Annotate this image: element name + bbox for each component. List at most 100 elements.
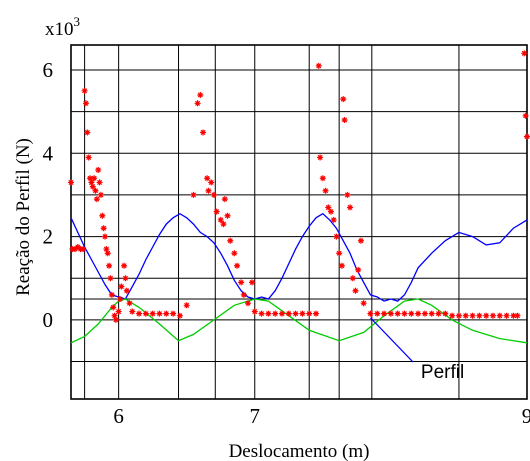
reaction-point — [336, 250, 343, 257]
reaction-point — [340, 96, 347, 103]
reaction-point — [110, 304, 117, 311]
series-perfil-line — [70, 212, 528, 302]
reaction-point — [292, 310, 299, 317]
reaction-point — [122, 275, 129, 282]
reaction-point — [338, 262, 345, 269]
reaction-point — [503, 312, 510, 319]
reaction-point — [317, 154, 324, 161]
reaction-point — [142, 310, 149, 317]
reaction-point — [522, 112, 529, 119]
reaction-point — [347, 204, 354, 211]
reaction-point — [176, 312, 183, 319]
reaction-point — [524, 133, 530, 140]
reaction-point — [322, 187, 329, 194]
reaction-point — [84, 129, 91, 136]
reaction-point — [96, 179, 103, 186]
reaction-point — [217, 216, 224, 223]
reaction-point — [315, 62, 322, 69]
reaction-point — [374, 310, 381, 317]
x-tick-label-2: 9 — [522, 404, 530, 428]
reaction-point — [367, 310, 374, 317]
reaction-point — [330, 216, 337, 223]
reaction-point — [249, 279, 256, 286]
y-axis-label: Reação do Perfil (N) — [13, 138, 34, 296]
reaction-point — [319, 175, 326, 182]
reaction-point — [117, 296, 124, 303]
reaction-point — [435, 310, 442, 317]
reaction-point — [72, 246, 79, 253]
reaction-point — [210, 191, 217, 198]
grid-lines — [70, 45, 528, 399]
reaction-point — [476, 312, 483, 319]
reaction-point — [108, 291, 115, 298]
reaction-point — [238, 279, 245, 286]
reaction-point — [88, 179, 95, 186]
reaction-point — [200, 129, 207, 136]
reaction-point — [394, 310, 401, 317]
reaction-point — [325, 204, 332, 211]
y-axis-ticks: 0 2 4 6 — [43, 58, 54, 332]
reaction-point — [231, 250, 238, 257]
reaction-point — [129, 308, 136, 315]
reaction-point — [91, 175, 98, 182]
reaction-point — [81, 87, 88, 94]
y-tick-label-2: 4 — [43, 141, 54, 165]
reaction-point — [357, 237, 364, 244]
reaction-point — [224, 212, 231, 219]
reaction-point — [408, 310, 415, 317]
reaction-point — [244, 300, 251, 307]
reaction-point — [213, 208, 220, 215]
reaction-point — [421, 310, 428, 317]
reaction-point — [521, 50, 528, 57]
series-layer — [68, 50, 530, 344]
reaction-point — [381, 310, 388, 317]
reaction-point — [170, 310, 177, 317]
plot-frame — [70, 44, 528, 400]
reaction-point — [197, 91, 204, 98]
reaction-point — [306, 310, 313, 317]
x-tick-label-1: 7 — [250, 404, 261, 428]
reaction-point — [112, 316, 119, 323]
reaction-point — [104, 250, 111, 257]
reaction-point — [333, 233, 340, 240]
reaction-point — [80, 246, 87, 253]
reaction-point — [136, 310, 143, 317]
reaction-point — [95, 166, 102, 173]
reaction-point — [387, 310, 394, 317]
x-tick-label-0: 6 — [113, 404, 124, 428]
series-2-markers — [68, 50, 530, 323]
reaction-point — [103, 246, 110, 253]
reaction-point — [85, 154, 92, 161]
reaction-point — [278, 310, 285, 317]
reaction-point — [221, 196, 228, 203]
reaction-point — [514, 312, 521, 319]
reaction-point — [115, 308, 122, 315]
reaction-point — [355, 266, 362, 273]
reaction-point — [344, 191, 351, 198]
reaction-point — [496, 312, 503, 319]
reaction-point — [327, 208, 334, 215]
reaction-point — [118, 283, 125, 290]
reaction-point — [183, 302, 190, 309]
reaction-point — [240, 291, 247, 298]
y-tick-label-0: 0 — [43, 308, 54, 332]
reaction-point — [489, 312, 496, 319]
reaction-point — [87, 175, 94, 182]
y-multiplier: x103 — [45, 14, 80, 40]
reaction-point — [89, 183, 96, 190]
reaction-point — [341, 116, 348, 123]
reaction-point — [455, 312, 462, 319]
reaction-point — [97, 191, 104, 198]
reaction-point — [99, 212, 106, 219]
reaction-point — [313, 310, 320, 317]
reaction-point — [462, 312, 469, 319]
y-multiplier-exponent: 3 — [74, 14, 81, 29]
reaction-point — [106, 262, 113, 269]
reaction-point — [227, 237, 234, 244]
reaction-point — [234, 262, 241, 269]
reaction-point — [208, 179, 215, 186]
reaction-point — [92, 187, 99, 194]
reaction-point — [205, 187, 212, 194]
reaction-point — [360, 300, 367, 307]
reaction-point — [258, 310, 265, 317]
